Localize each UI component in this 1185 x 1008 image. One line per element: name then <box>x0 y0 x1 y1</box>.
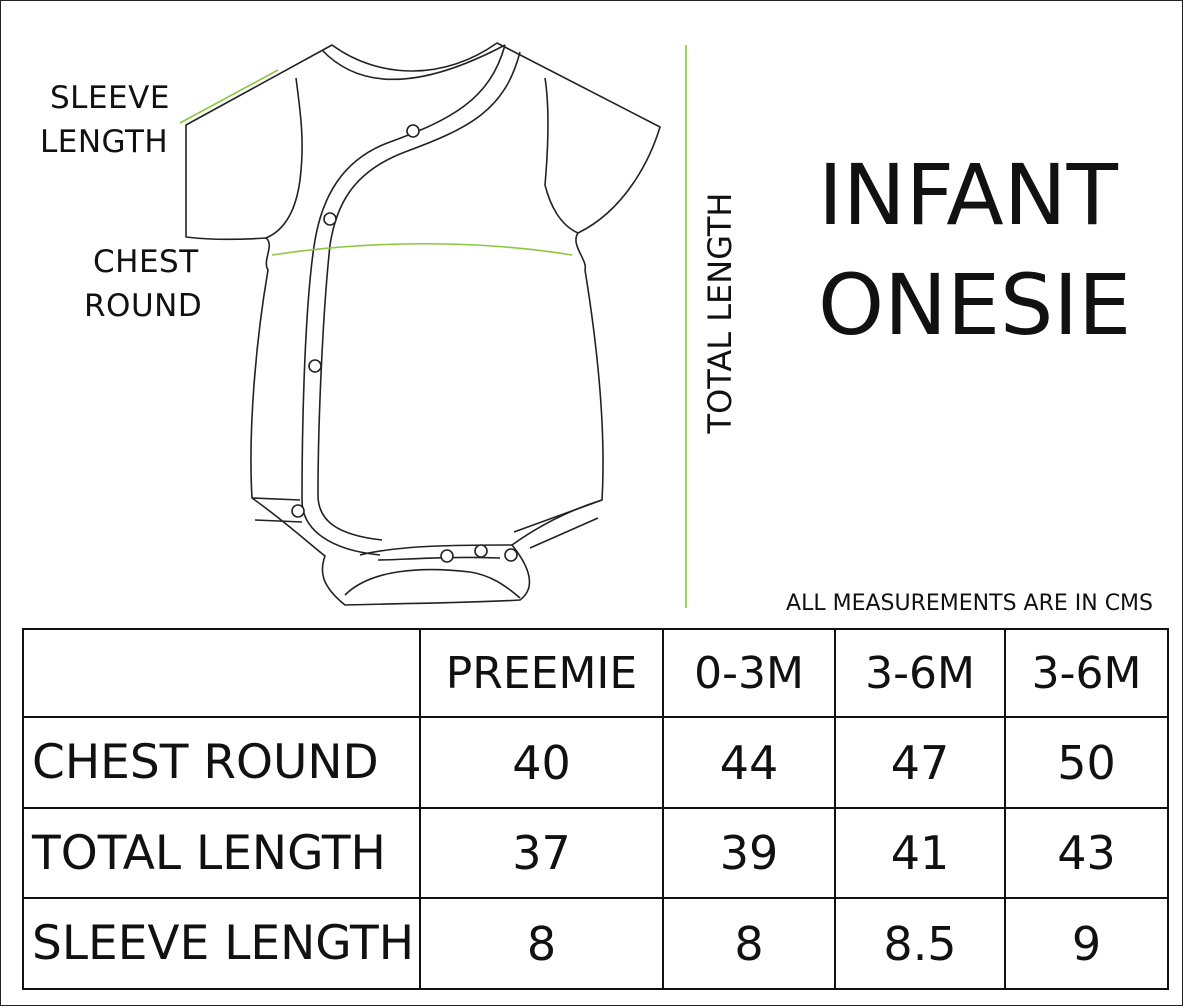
snap-button <box>406 124 420 138</box>
table-cell: 41 <box>834 807 1006 899</box>
total-length-label: TOTAL LENGTH <box>701 192 739 434</box>
sleeve-length-label: SLEEVE LENGTH <box>40 76 170 164</box>
chest-label-line1: CHEST <box>93 244 199 280</box>
table-cell: 9 <box>1004 897 1169 990</box>
table-cell: 44 <box>662 716 836 809</box>
table-header-row: PREEMIE 0-3M 3-6M 3-6M <box>22 628 1169 718</box>
placket-outer <box>301 44 506 556</box>
row-label: CHEST ROUND <box>22 716 421 809</box>
hem-right <box>513 499 603 549</box>
header-cell-empty <box>22 628 421 718</box>
table-cell: 37 <box>419 807 664 899</box>
table-cell: 40 <box>419 716 664 809</box>
chest-round-label: CHEST ROUND <box>84 240 202 328</box>
snap-button <box>504 548 518 562</box>
table-cell: 8.5 <box>834 897 1006 990</box>
sleeve-length-guide <box>179 69 279 124</box>
sleeve-label-line2: LENGTH <box>40 124 169 160</box>
placket-inner <box>317 51 521 541</box>
hem-left <box>251 497 303 523</box>
table-cell: 43 <box>1004 807 1169 899</box>
title-line1: INFANT <box>818 146 1118 244</box>
table-row: CHEST ROUND 40 44 47 50 <box>22 716 1169 809</box>
sleeve-label-line1: SLEEVE <box>50 80 170 116</box>
title-line2: ONESIE <box>818 256 1132 354</box>
neckline <box>321 44 506 81</box>
right-sleeve-seam <box>544 77 579 234</box>
table-cell: 50 <box>1004 716 1169 809</box>
table-row: SLEEVE LENGTH 8 8 8.5 9 <box>22 897 1169 990</box>
row-label: TOTAL LENGTH <box>22 807 421 899</box>
chest-label-line2: ROUND <box>84 288 203 324</box>
snap-button <box>474 544 488 558</box>
header-cell-3-6m: 3-6M <box>834 628 1006 718</box>
table-cell: 8 <box>419 897 664 990</box>
snap-button <box>323 212 337 226</box>
table-row: TOTAL LENGTH 37 39 41 43 <box>22 807 1169 899</box>
left-sleeve-seam <box>265 77 303 239</box>
onesie-outline <box>185 42 661 606</box>
snap-button <box>291 504 305 518</box>
snap-button <box>440 549 454 563</box>
chest-round-guide <box>271 242 573 256</box>
header-cell-preemie: PREEMIE <box>419 628 664 718</box>
table-cell: 47 <box>834 716 1006 809</box>
onesie-illustration <box>179 42 687 608</box>
table-cell: 8 <box>662 897 836 990</box>
header-cell-3-6m-second: 3-6M <box>1004 628 1169 718</box>
measurement-note: ALL MEASUREMENTS ARE IN CMS <box>786 591 1153 616</box>
table-cell: 39 <box>662 807 836 899</box>
page-title: INFANT ONESIE <box>818 140 1132 360</box>
row-label: SLEEVE LENGTH <box>22 897 421 990</box>
snap-button <box>308 359 322 373</box>
crotch-flap <box>344 544 521 599</box>
size-chart-table: PREEMIE 0-3M 3-6M 3-6M CHEST ROUND 40 44… <box>22 628 1169 990</box>
header-cell-0-3m: 0-3M <box>662 628 836 718</box>
